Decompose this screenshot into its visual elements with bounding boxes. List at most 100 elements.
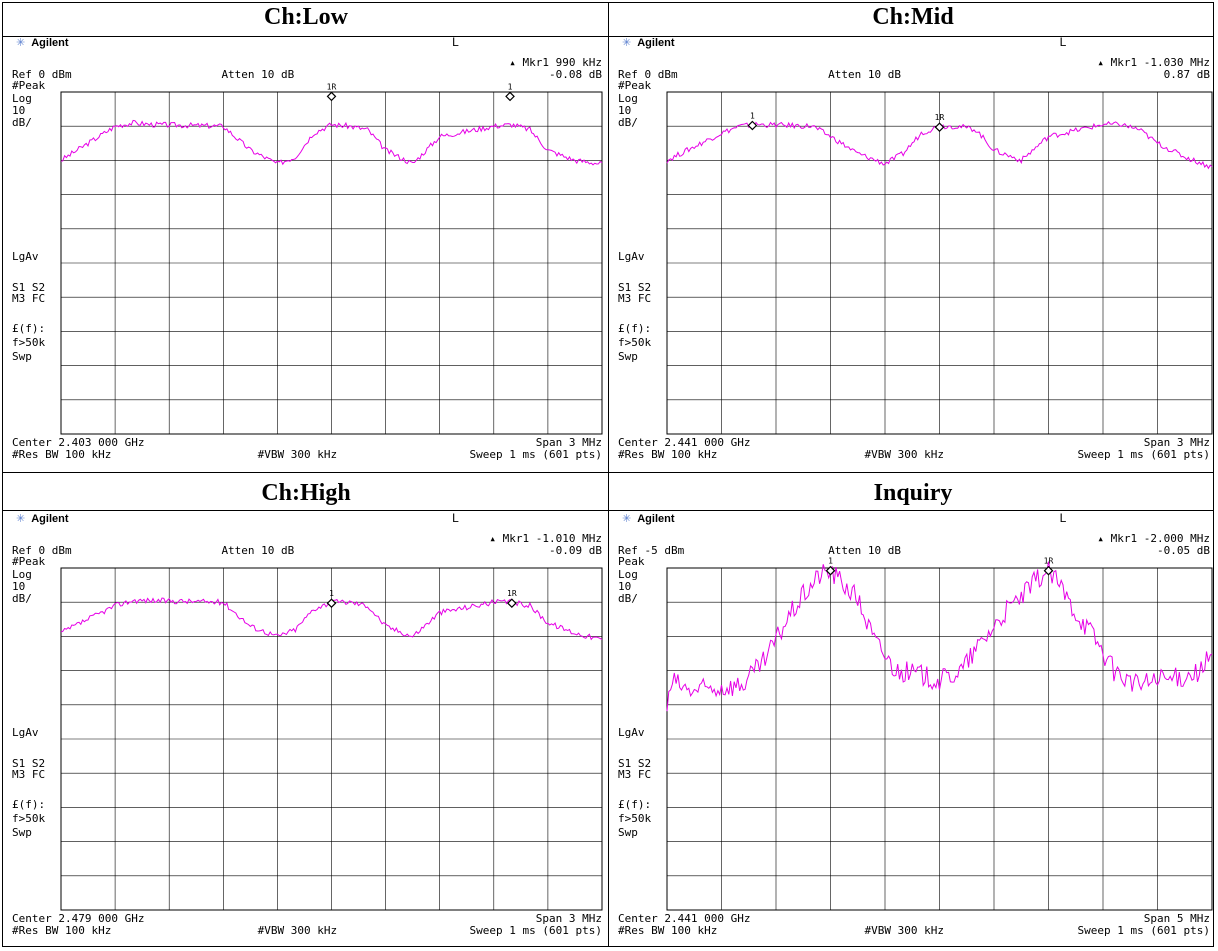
res-bw: #Res BW 100 kHz xyxy=(618,924,717,937)
left-label: M3 FC xyxy=(12,292,45,305)
agilent-logo: ✳ Agilent xyxy=(622,36,675,49)
status-char: L xyxy=(452,36,459,49)
marker-label: 1R xyxy=(935,113,945,122)
left-label: £(f): xyxy=(618,322,651,335)
vbw: #VBW 300 kHz xyxy=(865,448,944,461)
left-label: S1 S2 xyxy=(618,281,651,294)
left-label: £(f): xyxy=(12,798,45,811)
marker-diamond xyxy=(747,120,758,131)
status-char: L xyxy=(1059,512,1067,525)
left-label: £(f): xyxy=(12,322,45,335)
vbw: #VBW 300 kHz xyxy=(258,448,337,461)
center-frequency: Center 2.441 000 GHz xyxy=(618,436,750,449)
attenuation: Atten 10 dB xyxy=(828,544,901,557)
spectrum-panel-1: Ch:Low ✳ Agilent L ▴ Mkr1 990 kHz Ref 0 dBm At… xyxy=(4,0,608,470)
left-label: #Peak xyxy=(12,79,45,92)
left-label: #Peak xyxy=(12,555,45,568)
analyzer-header: ✳ Agilent L xyxy=(4,36,608,52)
vbw: #VBW 300 kHz xyxy=(258,924,337,937)
marker-diamond xyxy=(934,122,945,133)
left-label: f>50k xyxy=(618,336,651,349)
ref-level: Ref -5 dBm xyxy=(618,544,685,557)
left-label: f>50k xyxy=(12,336,45,349)
sweep: Sweep 1 ms (601 pts) xyxy=(1078,924,1210,937)
trace-line xyxy=(60,119,603,166)
marker-label: 1R xyxy=(327,82,337,91)
center-frequency: Center 2.479 000 GHz xyxy=(12,912,144,925)
left-label: Log xyxy=(12,568,32,581)
brand-name: Agilent xyxy=(637,37,675,49)
marker-level: -0.08 dB xyxy=(549,68,602,81)
span: Span 3 MHz xyxy=(1144,436,1210,449)
marker-readout: ▴ Mkr1 -2.000 MHz xyxy=(1097,532,1210,545)
left-label: Swp xyxy=(618,826,638,839)
marker-level: 0.87 dB xyxy=(1164,68,1211,81)
res-bw: #Res BW 100 kHz xyxy=(12,924,111,937)
left-label: dB/ xyxy=(618,116,638,129)
analyzer-header: ✳ Agilent L xyxy=(610,36,1216,52)
res-bw: #Res BW 100 kHz xyxy=(618,448,717,461)
marker-level: -0.09 dB xyxy=(549,544,602,557)
brand-name: Agilent xyxy=(31,513,69,525)
left-label: M3 FC xyxy=(12,768,45,781)
panel-title: Ch:High xyxy=(261,480,351,506)
analyzer-screen: ✳ Agilent L ▴ Mkr1 -1.010 MHz Ref 0 dBm Atten… xyxy=(4,512,608,948)
spectrum-panel-4: Inquiry ✳ Agilent L ▴ Mkr1 -2.000 MHz Ref -5 … xyxy=(610,476,1216,948)
left-label: 10 xyxy=(12,580,25,593)
marker-label: 1 xyxy=(508,82,513,91)
vertical-divider xyxy=(608,2,609,947)
spectrum-plot: ▴ Mkr1 -1.030 MHz Ref 0 dBm Atten 10 dB 0.8… xyxy=(618,56,1213,461)
spark-icon: ✳ xyxy=(622,37,632,49)
left-label: Log xyxy=(618,568,638,581)
left-label: LgAv xyxy=(618,250,645,263)
marker-readout: ▴ Mkr1 990 kHz xyxy=(509,56,602,69)
status-char: L xyxy=(1059,36,1067,49)
spectrum-panel-3: Ch:High ✳ Agilent L ▴ Mkr1 -1.010 MHz Ref 0 d… xyxy=(4,476,608,948)
spectrum-plot: ▴ Mkr1 -1.010 MHz Ref 0 dBm Atten 10 dB -0.… xyxy=(12,532,603,937)
marker-diamond xyxy=(326,91,337,102)
graticule xyxy=(666,91,1213,435)
center-frequency: Center 2.441 000 GHz xyxy=(618,912,750,925)
ref-level: Ref 0 dBm xyxy=(12,544,72,557)
sweep: Sweep 1 ms (601 pts) xyxy=(1078,448,1210,461)
marker-label: 1R xyxy=(507,589,517,598)
graticule xyxy=(60,91,603,435)
left-label: Swp xyxy=(12,826,32,839)
left-label: f>50k xyxy=(12,812,45,825)
marker-label: 1 xyxy=(750,111,755,120)
graticule xyxy=(60,567,603,911)
left-label: Swp xyxy=(12,350,32,363)
analyzer-screen: ✳ Agilent L ▴ Mkr1 -2.000 MHz Ref -5 dBm Atte… xyxy=(610,512,1216,948)
attenuation: Atten 10 dB xyxy=(221,68,294,81)
status-char: L xyxy=(452,512,459,525)
agilent-logo: ✳ Agilent xyxy=(16,36,69,49)
marker-diamond xyxy=(506,598,517,609)
marker-level: -0.05 dB xyxy=(1157,544,1210,557)
panel-title: Ch:Mid xyxy=(872,4,954,30)
trace-line xyxy=(666,561,1213,712)
spark-icon: ✳ xyxy=(16,513,26,525)
left-label: Peak xyxy=(618,555,645,568)
spectrum-panel-2: Ch:Mid ✳ Agilent L ▴ Mkr1 -1.030 MHz Ref 0 dB… xyxy=(610,0,1216,470)
attenuation: Atten 10 dB xyxy=(221,544,294,557)
center-frequency: Center 2.403 000 GHz xyxy=(12,436,144,449)
left-label: dB/ xyxy=(12,592,32,605)
res-bw: #Res BW 100 kHz xyxy=(12,448,111,461)
analyzer-header: ✳ Agilent L xyxy=(4,512,608,528)
analyzer-header: ✳ Agilent L xyxy=(610,512,1216,528)
marker-readout: ▴ Mkr1 -1.030 MHz xyxy=(1097,56,1210,69)
left-label: Log xyxy=(12,92,32,105)
marker-diamond xyxy=(825,565,836,576)
left-label: M3 FC xyxy=(618,292,651,305)
left-label: Log xyxy=(618,92,638,105)
left-label: LgAv xyxy=(12,250,39,263)
horizontal-divider xyxy=(2,472,1214,473)
analyzer-screen: ✳ Agilent L ▴ Mkr1 990 kHz Ref 0 dBm Atten 10… xyxy=(4,36,608,470)
brand-name: Agilent xyxy=(637,513,675,525)
sweep: Sweep 1 ms (601 pts) xyxy=(470,924,602,937)
left-label: LgAv xyxy=(618,726,645,739)
attenuation: Atten 10 dB xyxy=(828,68,901,81)
left-label: 10 xyxy=(12,104,25,117)
brand-name: Agilent xyxy=(31,37,69,49)
